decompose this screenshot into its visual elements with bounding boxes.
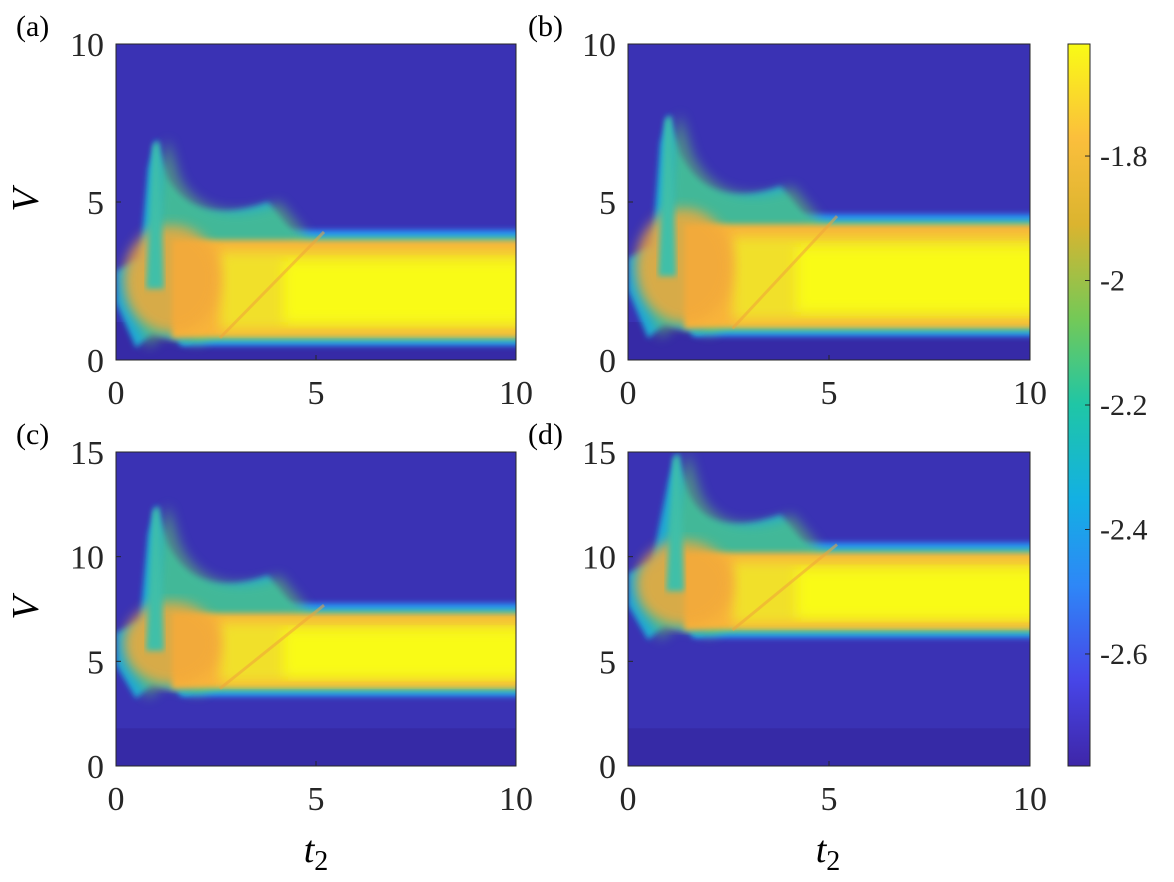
heatmap-floor [628, 728, 1030, 766]
y-tick-label: 5 [599, 644, 616, 681]
y-axis-label-bottom: V [5, 593, 47, 620]
y-tick-label: 0 [599, 343, 616, 380]
y-tick-label: 10 [582, 27, 616, 64]
x-tick-label: 0 [620, 375, 637, 412]
band-core [284, 261, 516, 323]
y-tick-label: 10 [70, 27, 104, 64]
x-tick-label: 5 [308, 781, 325, 818]
diagonal-streak [218, 230, 326, 339]
y-tick-label: 15 [582, 435, 616, 472]
panel-label: (c) [16, 418, 49, 451]
y-tick-label: 0 [87, 343, 104, 380]
heatmap-field [116, 44, 516, 360]
tick-labels: 0 5 10 0 5 10 [582, 27, 1047, 412]
peak-spike [146, 506, 164, 651]
heatmap-field [116, 452, 516, 766]
colorbar-tick-label: -2.4 [1100, 513, 1148, 546]
peak-spike [658, 115, 677, 277]
panel-d: 0 5 10 0 5 10 15 (d) [528, 418, 1047, 818]
panel-label: (d) [528, 418, 563, 451]
x-tick-label: 5 [308, 375, 325, 412]
x-tick-label: 5 [821, 375, 838, 412]
y-tick-label: 10 [70, 540, 104, 577]
diagonal-streak [731, 215, 839, 330]
colorbar-ticks: -1.8 -2 -2.2 -2.4 -2.6 [1085, 140, 1148, 671]
y-tick-label: 0 [599, 749, 616, 786]
colorbar-tick-label: -2 [1100, 265, 1125, 298]
x-tick-label: 10 [1013, 375, 1047, 412]
y-tick-label: 5 [87, 644, 104, 681]
x-tick-label: 0 [620, 781, 637, 818]
colorbar-tick-label: -2.6 [1100, 638, 1148, 671]
y-tick-label: 0 [87, 749, 104, 786]
panel-c: 0 5 10 0 5 10 15 (c) [16, 418, 533, 818]
diagonal-streak [731, 543, 838, 632]
peak-spike [146, 140, 164, 289]
y-tick-label: 15 [70, 435, 104, 472]
panel-a: 0 5 10 0 5 10 (a) [16, 10, 533, 412]
colorbar-tick-label: -1.8 [1100, 140, 1148, 173]
panel-label: (b) [528, 10, 563, 43]
band-core [284, 629, 516, 677]
onset-blob [124, 601, 220, 685]
band-core [796, 569, 1030, 618]
x-tick-label: 0 [108, 375, 125, 412]
y-tick-label: 5 [87, 185, 104, 222]
x-axis-label-left: t2 [304, 829, 329, 877]
onset-blob [636, 208, 733, 324]
tick-labels: 0 5 10 0 5 10 15 [582, 435, 1047, 818]
x-tick-label: 5 [821, 781, 838, 818]
tick-labels: 0 5 10 0 5 10 [70, 27, 533, 412]
tick-labels: 0 5 10 0 5 10 15 [70, 435, 533, 818]
x-tick-label: 10 [499, 781, 533, 818]
band-core [796, 247, 1030, 312]
y-tick-label: 5 [599, 185, 616, 222]
panel-label: (a) [16, 10, 49, 43]
panel-b: 0 5 10 0 5 10 (b) [528, 10, 1047, 412]
y-tick-label: 10 [582, 540, 616, 577]
x-tick-label: 10 [1013, 781, 1047, 818]
y-axis-label-top: V [5, 185, 47, 212]
onset-blob [636, 540, 733, 627]
heatmap-field [628, 44, 1030, 360]
heatmap-floor [116, 728, 516, 766]
diagonal-streak [219, 604, 325, 690]
onset-blob [124, 225, 220, 333]
heatmap-field [628, 452, 1030, 766]
x-tick-label: 0 [108, 781, 125, 818]
x-tick-label: 10 [499, 375, 533, 412]
x-axis-label-right: t2 [816, 829, 841, 877]
colorbar: -1.8 -2 -2.2 -2.4 -2.6 [1067, 43, 1148, 767]
peak-spike [666, 454, 685, 592]
colorbar-tick-label: -2.2 [1100, 389, 1148, 422]
